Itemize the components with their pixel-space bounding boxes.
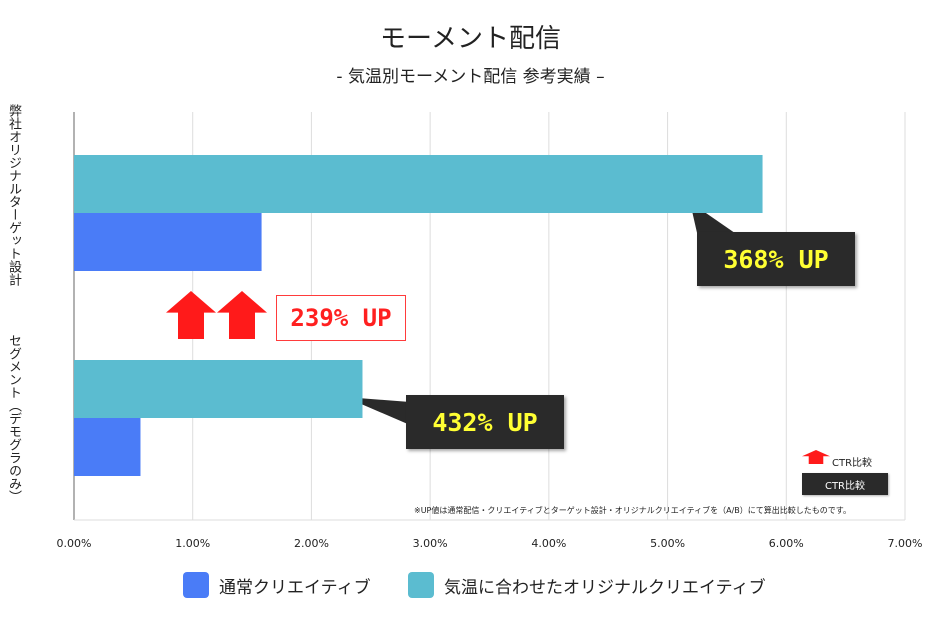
- x-tick-label: 3.00%: [412, 537, 448, 550]
- legend-label-original: 気温に合わせたオリジナルクリエイティブ: [444, 577, 766, 598]
- up-arrow-icon: [166, 291, 216, 339]
- bar-normal-0: [74, 213, 262, 271]
- legend-label-normal: 通常クリエイティブ: [219, 577, 371, 598]
- callout-368-up: 368% UP: [697, 232, 855, 286]
- x-tick-label: 5.00%: [650, 537, 686, 550]
- x-tick-label: 7.00%: [887, 537, 923, 550]
- category-label-1: セグメント（デモグラのみ）: [6, 334, 21, 503]
- legend-item-original: 気温に合わせたオリジナルクリエイティブ: [408, 572, 766, 598]
- x-tick-label: 0.00%: [56, 537, 92, 550]
- mini-legend-arrow-label: CTR比較: [832, 458, 873, 469]
- chart-subtitle: - 気温別モーメント配信 参考実績 –: [336, 67, 605, 87]
- chart-title: モーメント配信: [380, 24, 561, 54]
- x-tick-label: 1.00%: [175, 537, 211, 550]
- callout-432-up: 432% UP: [406, 395, 564, 449]
- bar-original-0: [74, 155, 763, 213]
- x-tick-label: 4.00%: [531, 537, 567, 550]
- uplift-239-label: 239% UP: [276, 295, 406, 341]
- bar-original-1: [74, 360, 363, 418]
- category-label-0: 弊社オリジナルターゲット設計: [6, 104, 21, 286]
- x-tick-label: 2.00%: [293, 537, 329, 550]
- x-tick-label: 6.00%: [768, 537, 804, 550]
- mini-legend-arrow-icon: [802, 450, 830, 464]
- up-arrow-icon: [217, 291, 267, 339]
- legend-swatch-original: [408, 572, 434, 598]
- bar-normal-1: [74, 418, 141, 476]
- mini-legend-box: CTR比較: [802, 473, 888, 495]
- legend-swatch-normal: [183, 572, 209, 598]
- footnote: ※UP値は通常配信・クリエイティブとターゲット設計・オリジナルクリエイティブを（…: [414, 506, 851, 515]
- legend-item-normal: 通常クリエイティブ: [183, 572, 371, 598]
